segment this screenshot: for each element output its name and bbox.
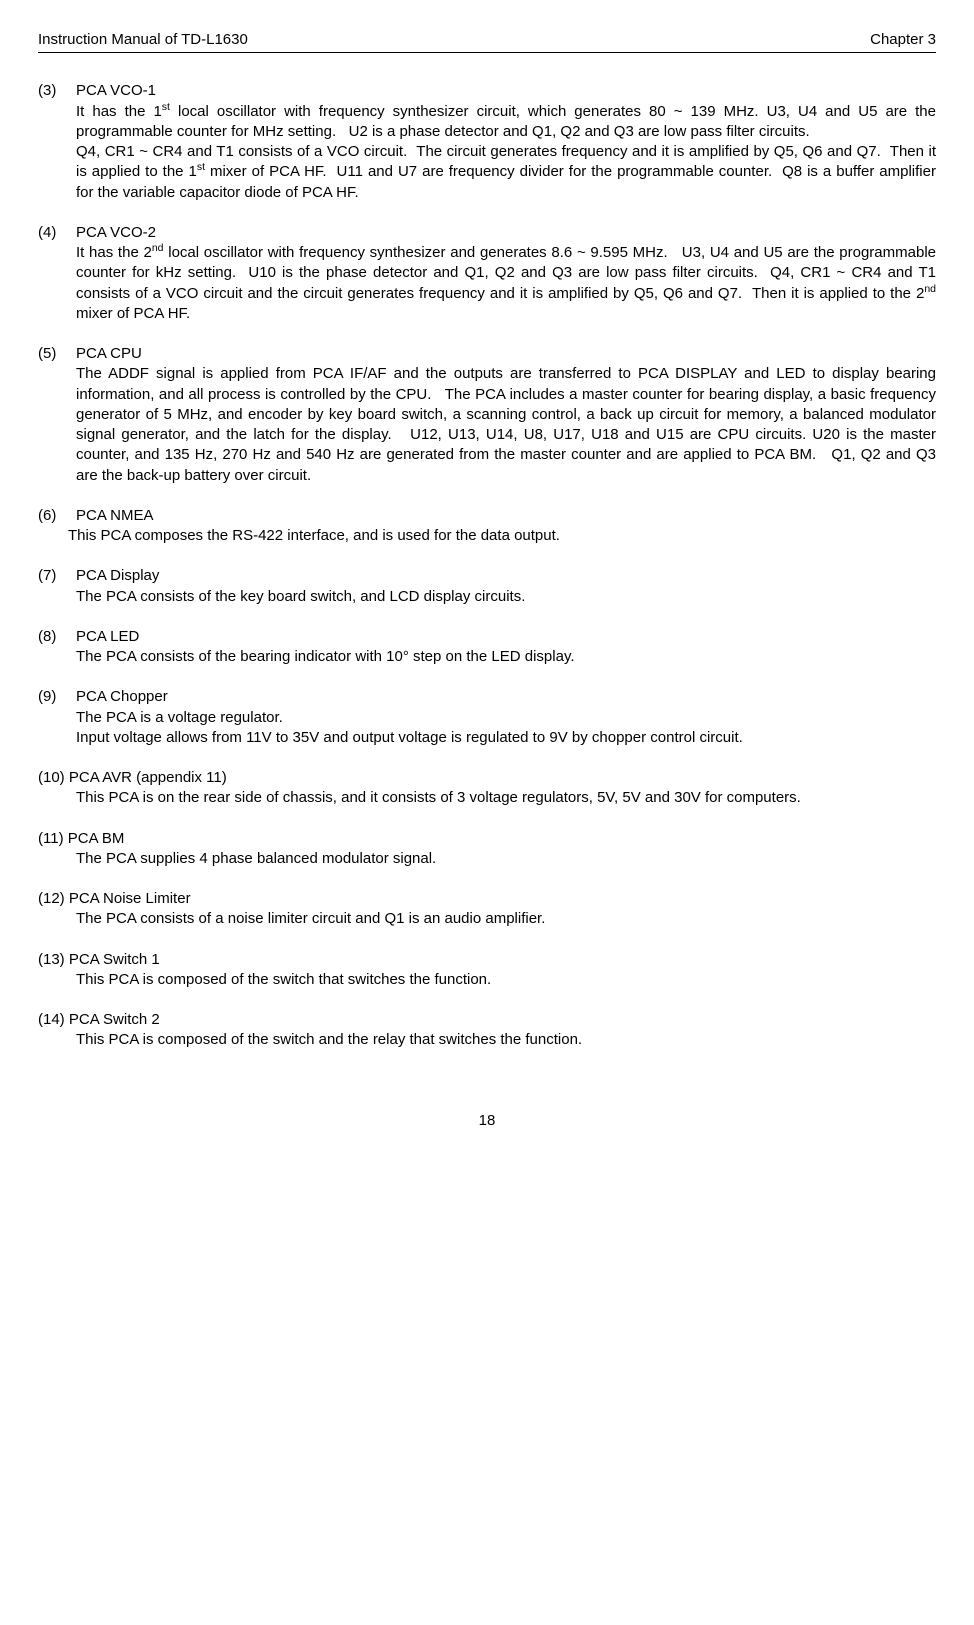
section-heading: (10) PCA AVR (appendix 11): [38, 768, 936, 788]
section-number: (8): [38, 627, 76, 647]
section-body: This PCA composes the RS-422 interface, …: [68, 526, 936, 546]
section-title: PCA BM: [68, 830, 125, 847]
section-number: (11): [38, 830, 64, 847]
section: (10) PCA AVR (appendix 11)This PCA is on…: [38, 768, 936, 809]
section-heading-row: (6)PCA NMEA: [38, 506, 936, 526]
section-number: (14): [38, 1011, 65, 1028]
section-number: (5): [38, 344, 76, 364]
section-title: PCA Chopper: [76, 687, 936, 707]
section-heading-row: (3)PCA VCO-1: [38, 81, 936, 101]
section-number: (10): [38, 769, 65, 786]
section-body: The PCA consists of the bearing indicato…: [76, 647, 936, 667]
section: (13) PCA Switch 1This PCA is composed of…: [38, 950, 936, 991]
section-number: (13): [38, 951, 65, 968]
section-title: PCA VCO-1: [76, 81, 936, 101]
section-body: The PCA supplies 4 phase balanced modula…: [76, 849, 936, 869]
section-title: PCA Switch 2: [69, 1011, 160, 1028]
section: (5)PCA CPUThe ADDF signal is applied fro…: [38, 344, 936, 486]
page-header: Instruction Manual of TD-L1630 Chapter 3: [38, 30, 936, 53]
section-body: This PCA is composed of the switch and t…: [76, 1030, 936, 1050]
section-body: This PCA is composed of the switch that …: [76, 970, 936, 990]
section-title: PCA LED: [76, 627, 936, 647]
header-left: Instruction Manual of TD-L1630: [38, 30, 248, 50]
section: (6)PCA NMEAThis PCA composes the RS-422 …: [38, 506, 936, 547]
section-number: (9): [38, 687, 76, 707]
section-number: (7): [38, 566, 76, 586]
section-number: (3): [38, 81, 76, 101]
section-title: PCA Display: [76, 566, 936, 586]
section-title: PCA AVR (appendix 11): [69, 769, 227, 786]
section-number: (4): [38, 223, 76, 243]
section: (4)PCA VCO-2It has the 2nd local oscilla…: [38, 223, 936, 324]
section: (3)PCA VCO-1It has the 1st local oscilla…: [38, 81, 936, 203]
section-heading-row: (5)PCA CPU: [38, 344, 936, 364]
section: (11) PCA BMThe PCA supplies 4 phase bala…: [38, 829, 936, 870]
section: (12) PCA Noise LimiterThe PCA consists o…: [38, 889, 936, 930]
section-body: The PCA is a voltage regulator.Input vol…: [76, 708, 936, 749]
section-heading: (13) PCA Switch 1: [38, 950, 936, 970]
section-heading-row: (7)PCA Display: [38, 566, 936, 586]
section: (7)PCA DisplayThe PCA consists of the ke…: [38, 566, 936, 607]
section: (8)PCA LEDThe PCA consists of the bearin…: [38, 627, 936, 668]
section-body: The PCA consists of the key board switch…: [76, 587, 936, 607]
section-title: PCA NMEA: [76, 506, 936, 526]
section-body: The ADDF signal is applied from PCA IF/A…: [76, 364, 936, 486]
section: (14) PCA Switch 2This PCA is composed of…: [38, 1010, 936, 1051]
section-heading: (12) PCA Noise Limiter: [38, 889, 936, 909]
section-number: (6): [38, 506, 76, 526]
section-heading-row: (9)PCA Chopper: [38, 687, 936, 707]
section-heading: (11) PCA BM: [38, 829, 936, 849]
section: (9)PCA ChopperThe PCA is a voltage regul…: [38, 687, 936, 748]
header-right: Chapter 3: [870, 30, 936, 50]
section-heading-row: (4)PCA VCO-2: [38, 223, 936, 243]
section-title: PCA Noise Limiter: [69, 890, 191, 907]
section-body: This PCA is on the rear side of chassis,…: [76, 788, 936, 808]
section-body: The PCA consists of a noise limiter circ…: [76, 909, 936, 929]
document-content: (3)PCA VCO-1It has the 1st local oscilla…: [38, 81, 936, 1050]
section-body: It has the 1st local oscillator with fre…: [76, 102, 936, 203]
section-heading-row: (8)PCA LED: [38, 627, 936, 647]
section-number: (12): [38, 890, 65, 907]
section-title: PCA CPU: [76, 344, 936, 364]
section-heading: (14) PCA Switch 2: [38, 1010, 936, 1030]
page-number: 18: [38, 1111, 936, 1131]
section-title: PCA VCO-2: [76, 223, 936, 243]
section-body: It has the 2nd local oscillator with fre…: [76, 243, 936, 324]
section-title: PCA Switch 1: [69, 951, 160, 968]
